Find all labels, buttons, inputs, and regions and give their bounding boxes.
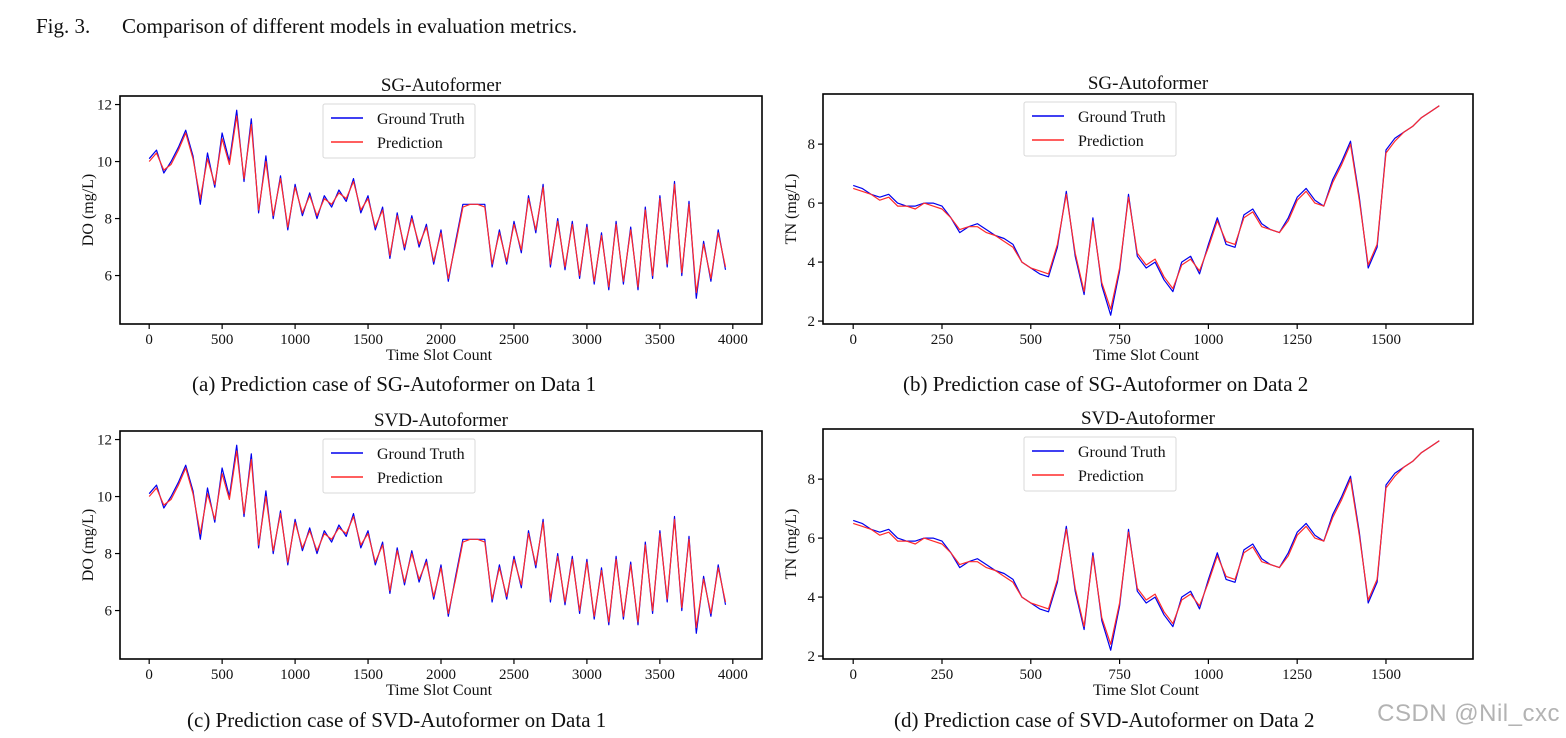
x-tick-label: 3000	[572, 667, 602, 683]
x-tick-label: 1000	[1193, 667, 1223, 683]
x-tick-label: 250	[931, 667, 954, 683]
x-tick-label: 0	[145, 667, 153, 683]
chart-b: SG-Autoformer 0 250 500 750 1000 1250 1500 2 4 6 8 T…	[783, 73, 1474, 364]
y-tick-label: 10	[97, 155, 112, 171]
y-axis-label: TN (mg/L)	[783, 174, 800, 245]
legend: Ground Truth Prediction	[322, 438, 476, 494]
chart-a: SG-Autoformer 0 500 1000 1500 2000 2500 3000 350…	[80, 75, 763, 364]
subcaption-a: (a) Prediction case of SG-Autoformer on …	[192, 372, 597, 396]
y-tick-label: 8	[808, 472, 816, 488]
y-tick-label: 8	[105, 547, 113, 563]
x-axis-label: Time Slot Count	[1093, 347, 1200, 364]
legend-label: Prediction	[1078, 468, 1144, 485]
x-tick-label: 0	[849, 332, 857, 348]
x-tick-label: 1500	[353, 332, 383, 348]
x-axis-label: Time Slot Count	[386, 682, 493, 699]
x-tick-label: 1250	[1282, 332, 1312, 348]
x-tick-label: 750	[1108, 667, 1131, 683]
x-axis-label: Time Slot Count	[386, 347, 493, 364]
legend-label: Prediction	[377, 135, 443, 152]
y-tick-label: 8	[105, 212, 113, 228]
x-tick-label: 0	[849, 667, 857, 683]
x-tick-label: 4000	[718, 332, 748, 348]
y-tick-label: 6	[105, 604, 113, 620]
figure-caption: Fig. 3. Comparison of different models in…	[36, 14, 577, 39]
chart-title: SG-Autoformer	[381, 75, 502, 96]
series-group	[148, 444, 727, 634]
plot-frame	[822, 93, 1474, 325]
y-axis-label: TN (mg/L)	[783, 509, 800, 580]
subcaption-c: (c) Prediction case of SVD-Autoformer on…	[187, 708, 607, 732]
x-tick-label: 500	[211, 667, 234, 683]
chart-panel-d: SVD-Autoformer 0 250 500 750 1000 1250 1500 2 4 6 8…	[783, 405, 1490, 699]
legend-label: Ground Truth	[377, 446, 465, 463]
y-tick-label: 2	[808, 314, 816, 330]
x-tick-label: 3500	[645, 667, 675, 683]
y-tick-label: 6	[808, 196, 816, 212]
series-line-prediction	[853, 440, 1440, 645]
legend: Ground Truth Prediction	[1023, 436, 1177, 492]
watermark: CSDN @Nil_cxc	[1377, 700, 1560, 727]
chart-d: SVD-Autoformer 0 250 500 750 1000 1250 1500 2 4 6 8…	[783, 408, 1474, 699]
legend: Ground Truth Prediction	[1023, 101, 1177, 157]
x-tick-label: 1500	[353, 667, 383, 683]
x-tick-label: 1250	[1282, 667, 1312, 683]
chart-title: SG-Autoformer	[1088, 73, 1209, 94]
x-axis-label: Time Slot Count	[1093, 682, 1200, 699]
legend: Ground Truth Prediction	[322, 103, 476, 159]
chart-title: SVD-Autoformer	[1081, 408, 1216, 429]
x-tick-label: 500	[1020, 332, 1043, 348]
series-group	[853, 440, 1440, 651]
series-group	[148, 109, 727, 299]
y-tick-label: 12	[97, 433, 112, 449]
series-line-prediction	[853, 105, 1440, 310]
y-axis-label: DO (mg/L)	[80, 509, 97, 581]
figure-caption-text: Comparison of different models in evalua…	[122, 14, 578, 38]
x-tick-label: 1500	[1371, 667, 1401, 683]
x-tick-label: 500	[211, 332, 234, 348]
y-tick-label: 6	[808, 531, 816, 547]
x-tick-label: 1000	[280, 332, 310, 348]
x-tick-label: 3000	[572, 332, 602, 348]
y-tick-label: 6	[105, 269, 113, 285]
x-tick-label: 2500	[499, 667, 529, 683]
x-tick-label: 750	[1108, 332, 1131, 348]
chart-panel-c: SVD-Autoformer 0 500 1000 1500 2000 2500 3000 35…	[80, 405, 780, 699]
x-tick-label: 3500	[645, 332, 675, 348]
x-tick-label: 2000	[426, 667, 456, 683]
y-tick-label: 10	[97, 490, 112, 506]
y-tick-label: 12	[97, 98, 112, 114]
x-tick-label: 250	[931, 332, 954, 348]
figure-label: Fig. 3.	[36, 14, 91, 38]
chart-title: SVD-Autoformer	[374, 410, 509, 431]
legend-label: Prediction	[377, 470, 443, 487]
y-tick-label: 4	[808, 255, 816, 271]
chart-panel-b: SG-Autoformer 0 250 500 750 1000 1250 1500 2 4 6 8 T…	[783, 70, 1490, 364]
x-tick-label: 500	[1020, 667, 1043, 683]
subcaption-d: (d) Prediction case of SVD-Autoformer on…	[894, 708, 1315, 732]
series-line-prediction	[148, 450, 727, 629]
legend-label: Ground Truth	[377, 111, 465, 128]
x-tick-label: 1000	[1193, 332, 1223, 348]
plot-frame	[822, 428, 1474, 660]
x-tick-label: 0	[145, 332, 153, 348]
y-tick-label: 4	[808, 590, 816, 606]
chart-c: SVD-Autoformer 0 500 1000 1500 2000 2500 3000 35…	[80, 410, 763, 699]
y-tick-label: 2	[808, 649, 816, 665]
legend-label: Prediction	[1078, 133, 1144, 150]
series-group	[853, 105, 1440, 316]
x-tick-label: 1000	[280, 667, 310, 683]
legend-label: Ground Truth	[1078, 109, 1166, 126]
x-tick-label: 4000	[718, 667, 748, 683]
x-tick-label: 1500	[1371, 332, 1401, 348]
subcaption-b: (b) Prediction case of SG-Autoformer on …	[903, 372, 1309, 396]
series-line-prediction	[148, 115, 727, 294]
y-axis-label: DO (mg/L)	[80, 174, 97, 246]
x-tick-label: 2500	[499, 332, 529, 348]
chart-panel-a: SG-Autoformer 0 500 1000 1500 2000 2500 3000 350…	[80, 70, 780, 364]
x-tick-label: 2000	[426, 332, 456, 348]
legend-label: Ground Truth	[1078, 444, 1166, 461]
y-tick-label: 8	[808, 137, 816, 153]
